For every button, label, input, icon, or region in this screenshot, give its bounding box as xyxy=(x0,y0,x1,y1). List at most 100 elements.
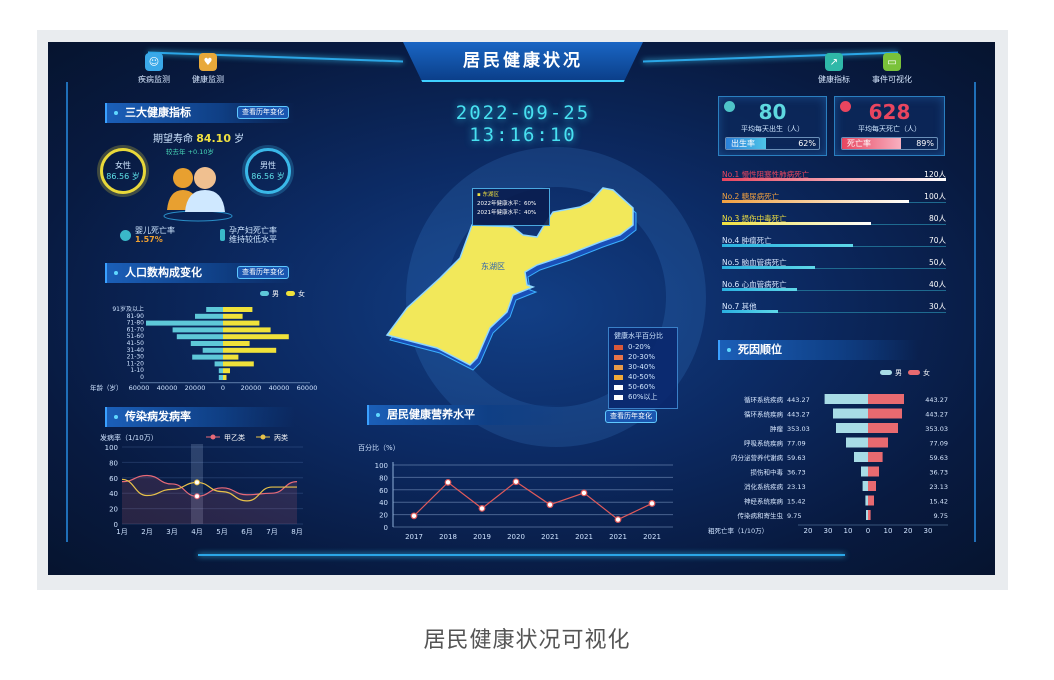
ranking-item: No.2 糖尿病死亡 100人 xyxy=(722,191,946,211)
male-label: 男性 xyxy=(260,161,276,170)
age-label: 1-10 xyxy=(130,367,144,374)
age-label: 71-80 xyxy=(127,320,145,327)
female-ring: 女性 86.56 岁 xyxy=(100,148,146,194)
legend-item[interactable]: 50-60% xyxy=(614,382,672,392)
bar-male xyxy=(192,354,223,360)
bar-male xyxy=(846,437,868,448)
ranking-item: No.3 损伤中毒死亡 80人 xyxy=(722,213,946,233)
legend-item[interactable]: 40-50% xyxy=(614,372,672,382)
x-axis-label: 年龄（岁） xyxy=(90,383,123,392)
district-map xyxy=(385,147,706,447)
bar-male xyxy=(176,334,223,340)
bar-female xyxy=(223,313,243,319)
legend-item[interactable]: 60%以上 xyxy=(614,392,672,402)
nav-health-monitor[interactable]: ♥ 健康监测 xyxy=(192,53,224,85)
nav-health-index[interactable]: ↗ 健康指标 xyxy=(818,53,850,85)
female-value: 9.75 xyxy=(934,512,948,520)
data-point xyxy=(580,489,588,497)
legend-female-swatch xyxy=(286,291,295,296)
male-value: 353.03 xyxy=(787,425,810,433)
legend-label: 50-60% xyxy=(628,383,655,391)
x-tick: 40000 xyxy=(157,384,178,392)
view-history-button[interactable]: 查看历年变化 xyxy=(237,106,289,119)
life-expectancy: 期望寿命 84.10 岁 xyxy=(153,130,244,145)
cause-label: 传染病和寄生虫 xyxy=(738,511,784,520)
bar-male xyxy=(146,320,223,326)
bar-female xyxy=(223,320,260,326)
birth-card: 80 平均每天出生（人） 出生率 62% xyxy=(718,96,827,156)
x-tick: 5月 xyxy=(216,528,227,536)
legend-dot xyxy=(260,434,266,440)
cause-label: 呼吸系统疾病 xyxy=(744,439,784,448)
map-legend: 健康水平百分比 0-20% 20-30% 30-40% 40-50% 50-60% 60%… xyxy=(608,327,678,409)
death-cause-chart: 男女循环系统疾病 443.27 443.27循环系统疾病 443.27 443.27肿瘤… xyxy=(708,368,948,535)
bar-female xyxy=(868,423,898,433)
ranking-item: No.4 肿瘤死亡 70人 xyxy=(722,235,946,255)
legend-item[interactable]: 30-40% xyxy=(614,362,672,372)
bar-female xyxy=(868,437,888,448)
male-value: 443.27 xyxy=(787,411,810,419)
legend-title: 健康水平百分比 xyxy=(614,332,663,340)
bar-male xyxy=(172,327,223,333)
ranking-label: No.6 心血管病死亡 xyxy=(722,280,787,289)
bar-male xyxy=(836,423,868,433)
legend-item[interactable]: 20-30% xyxy=(614,352,672,362)
maternal-label: 孕产妇死亡率 xyxy=(229,226,277,235)
view-history-button[interactable]: 查看历年变化 xyxy=(237,266,289,279)
ranking-value: 40人 xyxy=(928,280,946,289)
ranking-label: No.2 糖尿病死亡 xyxy=(722,192,780,201)
legend-item[interactable]: 0-20% xyxy=(614,342,672,352)
view-history-button[interactable]: 查看历年变化 xyxy=(605,410,657,423)
male-value: 77.09 xyxy=(787,440,806,448)
x-tick: 8月 xyxy=(291,528,302,536)
data-point xyxy=(648,500,656,507)
nav-disease-monitor[interactable]: ☺ 疾病监测 xyxy=(138,53,170,85)
legend-label: 20-30% xyxy=(628,353,655,361)
bar-female xyxy=(868,466,879,477)
legend-label: 丙类 xyxy=(274,433,288,442)
x-tick: 4月 xyxy=(191,528,202,536)
tooltip-line: 2021年健康水平：40% xyxy=(477,210,537,216)
population-pyramid-chart: 男 女 91岁及以上81-9071-8061-7051-6041-5031-4021… xyxy=(90,289,317,392)
legend-male-swatch xyxy=(260,291,269,296)
cause-label: 循环系统疾病 xyxy=(744,410,784,419)
series-line-1 xyxy=(121,478,297,502)
male-value: 15.42 xyxy=(787,498,806,506)
data-point xyxy=(546,501,554,509)
bar-male xyxy=(866,510,868,520)
male-ring: 男性 86.56 岁 xyxy=(245,148,291,194)
y-tick: 80 xyxy=(379,474,388,482)
ranking-bar xyxy=(722,200,909,203)
bar-male xyxy=(824,394,868,404)
bar-female xyxy=(868,452,883,462)
age-label: 91岁及以上 xyxy=(112,305,144,313)
caption: 居民健康状况可视化 xyxy=(423,628,631,653)
legend-label: 40-50% xyxy=(628,373,655,381)
bar-male xyxy=(218,375,223,380)
data-point xyxy=(478,504,486,512)
bar-female xyxy=(223,368,230,374)
data-point xyxy=(444,478,452,486)
male-value: 443.27 xyxy=(787,396,810,404)
health-monitor-icon: ♥ xyxy=(199,53,217,71)
x-tick: 2020 xyxy=(507,533,525,541)
y-tick: 60 xyxy=(109,475,118,483)
age-label: 61-70 xyxy=(127,326,145,333)
nav-event-visual[interactable]: ▭ 事件可视化 xyxy=(872,53,912,85)
highlight-point xyxy=(194,479,200,486)
x-tick: 30 xyxy=(924,527,933,535)
y-tick: 20 xyxy=(109,506,118,514)
infant-value: 1.57% xyxy=(135,235,163,244)
event-visual-icon: ▭ xyxy=(883,53,901,71)
x-tick: 0 xyxy=(221,384,225,392)
bar-female xyxy=(223,307,253,312)
bar-male xyxy=(195,313,223,319)
birth-value: 80 xyxy=(758,100,787,124)
x-tick: 6月 xyxy=(241,528,252,536)
female-value: 443.27 xyxy=(925,396,948,404)
bar-female xyxy=(223,334,289,340)
ranking-label: No.3 损伤中毒死亡 xyxy=(722,214,787,223)
legend-swatch xyxy=(614,394,623,400)
nav-label: 健康监测 xyxy=(192,75,224,84)
x-tick: 2018 xyxy=(439,533,457,541)
